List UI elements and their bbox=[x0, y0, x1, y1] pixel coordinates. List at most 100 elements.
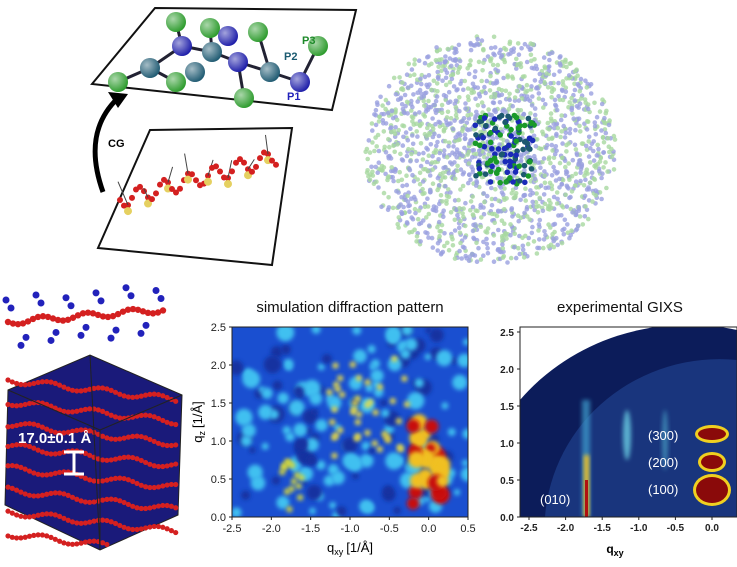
particle bbox=[556, 81, 561, 86]
particle bbox=[537, 237, 542, 242]
particle bbox=[452, 160, 457, 165]
particle bbox=[566, 161, 571, 166]
atom bbox=[23, 535, 28, 540]
particle bbox=[374, 108, 379, 113]
particle bbox=[533, 113, 538, 118]
atom bbox=[165, 463, 170, 468]
particle bbox=[512, 46, 517, 51]
particle bbox=[421, 218, 426, 223]
particle bbox=[382, 165, 387, 170]
particle bbox=[510, 191, 515, 196]
particle bbox=[467, 141, 472, 146]
particle bbox=[520, 147, 526, 153]
particle bbox=[521, 247, 526, 252]
particle bbox=[492, 259, 497, 264]
intensity bbox=[437, 475, 449, 487]
particle bbox=[444, 83, 449, 88]
atom bbox=[79, 541, 84, 546]
particle bbox=[586, 120, 591, 125]
intensity bbox=[457, 354, 471, 368]
particle bbox=[434, 58, 439, 63]
arrow-label: CG bbox=[108, 138, 125, 150]
particle bbox=[460, 153, 465, 158]
particle bbox=[496, 146, 502, 152]
particle bbox=[559, 129, 564, 134]
intensity bbox=[448, 428, 456, 436]
particle bbox=[395, 118, 400, 123]
particle bbox=[474, 179, 479, 184]
atom bbox=[139, 526, 144, 531]
particle bbox=[435, 188, 440, 193]
particle bbox=[583, 101, 588, 106]
particle bbox=[392, 76, 397, 81]
particle bbox=[582, 183, 587, 188]
intensity bbox=[353, 349, 367, 363]
particle bbox=[552, 73, 557, 78]
atom bbox=[152, 504, 157, 509]
particle bbox=[514, 57, 519, 62]
particle bbox=[496, 69, 501, 74]
particle bbox=[421, 179, 426, 184]
particle bbox=[479, 79, 484, 84]
atom bbox=[158, 295, 165, 302]
particle bbox=[492, 155, 498, 161]
particle bbox=[453, 256, 458, 261]
lamellae-box: 17.0±0.1 Å bbox=[5, 355, 182, 550]
particle bbox=[473, 132, 479, 138]
particle bbox=[470, 194, 475, 199]
particle bbox=[562, 227, 567, 232]
bead-label: P3 bbox=[302, 35, 315, 47]
particle bbox=[463, 101, 468, 106]
intensity bbox=[414, 434, 426, 446]
intensity bbox=[407, 497, 420, 510]
particle bbox=[463, 136, 468, 141]
atom bbox=[98, 297, 105, 304]
particle bbox=[470, 155, 475, 160]
particle bbox=[413, 57, 418, 62]
particle bbox=[398, 152, 403, 157]
intensity bbox=[285, 364, 292, 371]
atom bbox=[14, 423, 19, 428]
particle bbox=[609, 147, 614, 152]
particle bbox=[477, 60, 482, 65]
intensity bbox=[231, 507, 241, 517]
particle bbox=[402, 124, 407, 129]
particle bbox=[604, 131, 609, 136]
atom bbox=[48, 337, 55, 344]
particle bbox=[599, 197, 604, 202]
particle bbox=[540, 130, 545, 135]
peak bbox=[701, 455, 723, 469]
particle bbox=[538, 218, 543, 223]
particle bbox=[539, 183, 544, 188]
particle bbox=[475, 209, 480, 214]
particle bbox=[415, 177, 420, 182]
particle bbox=[568, 195, 573, 200]
particle bbox=[594, 193, 599, 198]
particle bbox=[505, 73, 510, 78]
particle bbox=[529, 166, 535, 172]
atom bbox=[139, 394, 144, 399]
intensity bbox=[333, 432, 339, 438]
particle bbox=[418, 239, 423, 244]
intensity bbox=[371, 359, 380, 368]
particle bbox=[535, 251, 540, 256]
particle bbox=[455, 164, 460, 169]
particle bbox=[480, 100, 485, 105]
bead-shine bbox=[218, 26, 238, 46]
particle bbox=[414, 159, 419, 164]
particle bbox=[586, 217, 591, 222]
particle bbox=[410, 133, 415, 138]
particle bbox=[574, 179, 579, 184]
intensity bbox=[396, 418, 402, 424]
intensity bbox=[371, 369, 384, 382]
particle bbox=[496, 248, 501, 253]
x-axis-label: qxy[1/Å] bbox=[327, 540, 373, 557]
particle bbox=[488, 59, 493, 64]
particle bbox=[389, 165, 394, 170]
x-tick-label: -1.0 bbox=[630, 523, 648, 534]
particle bbox=[490, 203, 495, 208]
particle bbox=[525, 83, 530, 88]
x-tick-label: -1.5 bbox=[301, 523, 320, 535]
particle bbox=[430, 167, 435, 172]
particle bbox=[486, 107, 491, 112]
